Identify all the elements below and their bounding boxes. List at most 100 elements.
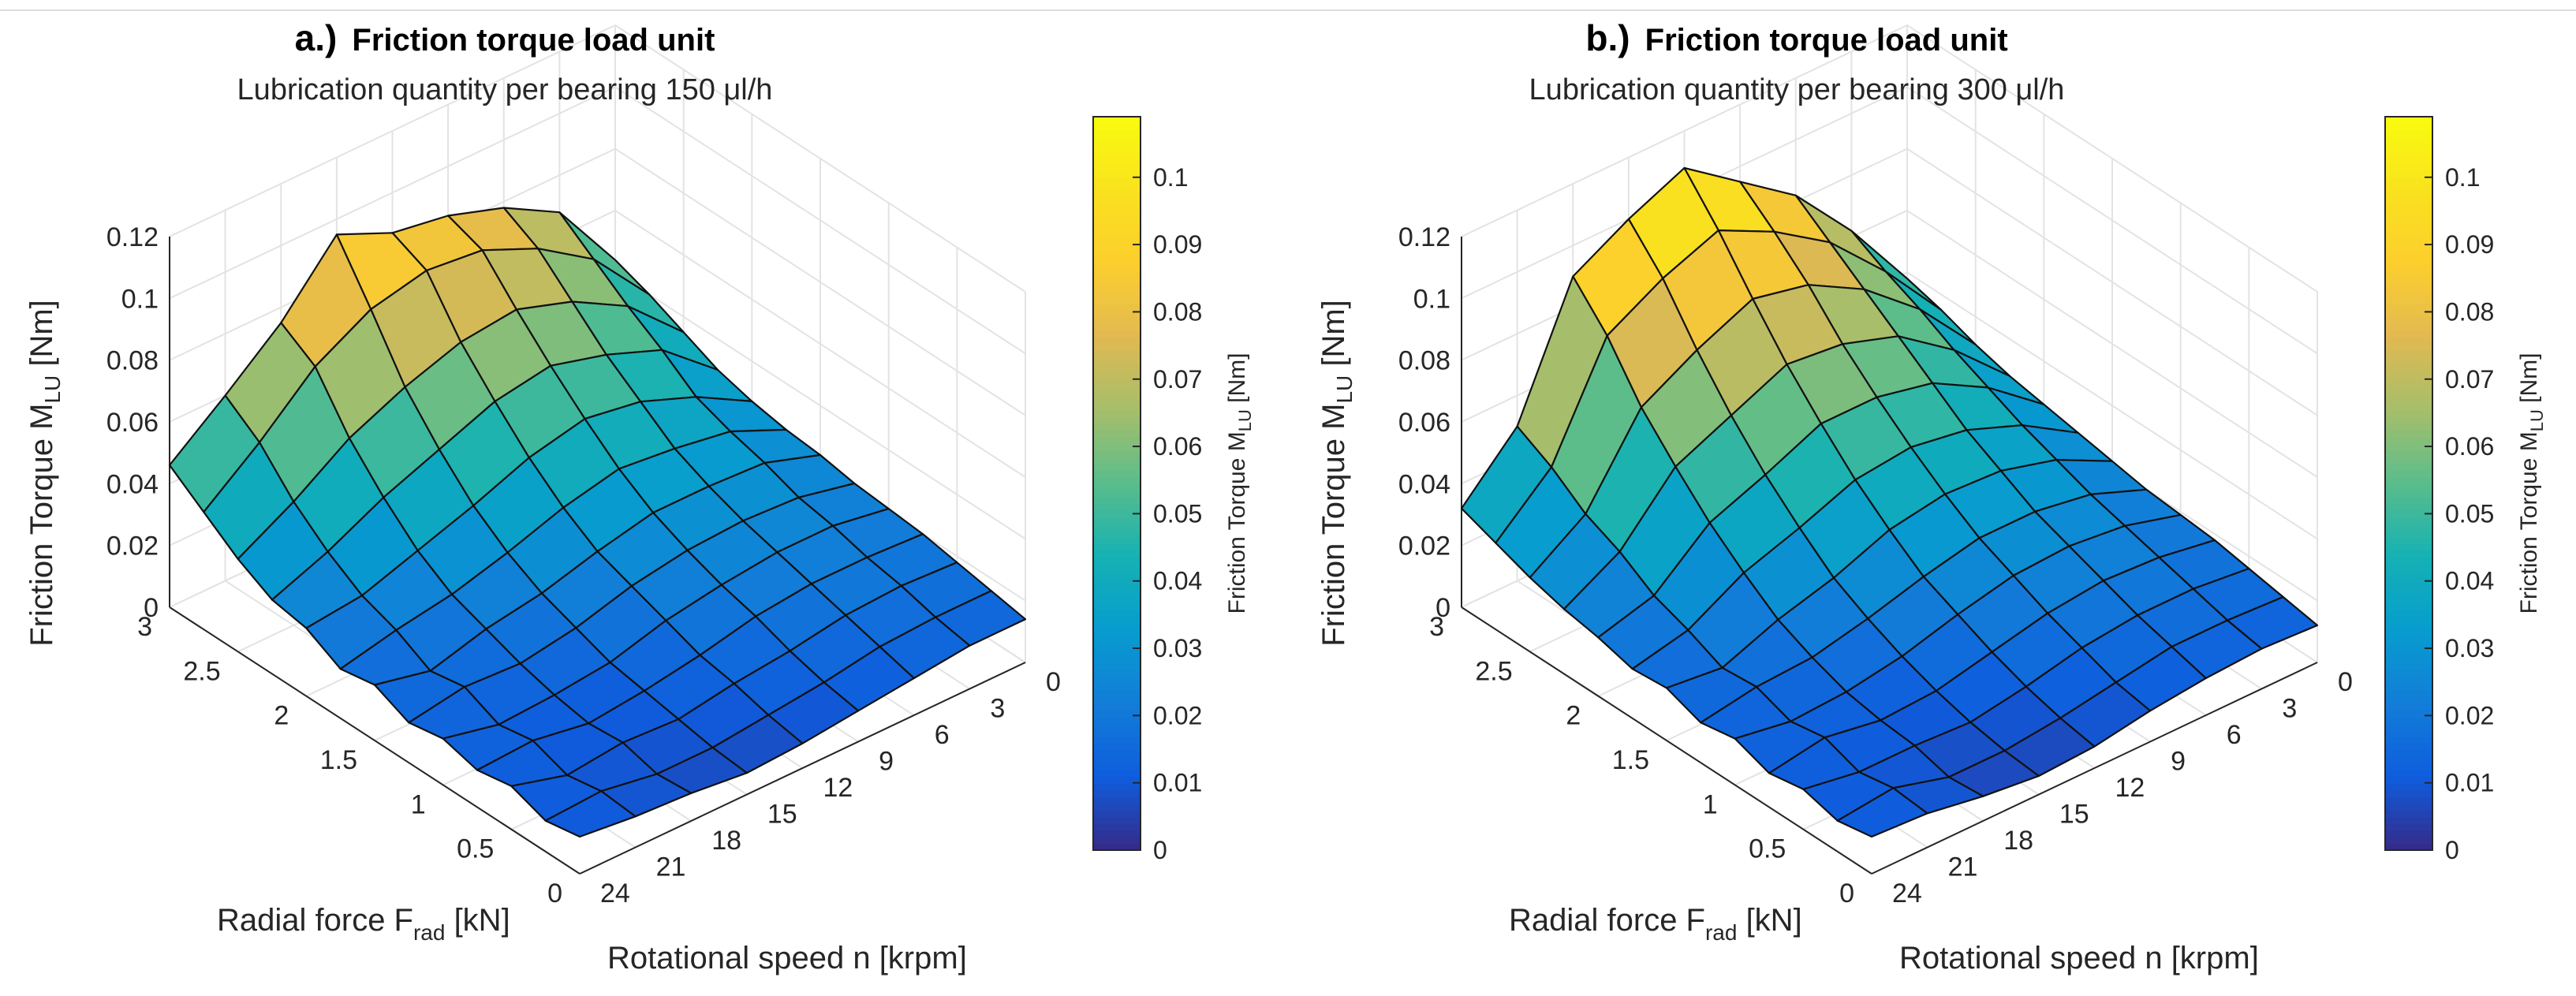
speed-tick-label: 15 xyxy=(2059,800,2089,830)
colorbar-segment xyxy=(2385,123,2432,131)
colorbar-segment xyxy=(1093,150,1141,158)
colorbar-segment xyxy=(1093,803,1141,811)
colorbar-segment xyxy=(1093,476,1141,484)
speed-tick-label: 18 xyxy=(711,826,741,856)
colorbar-segment xyxy=(2385,463,2432,471)
colorbar-segment xyxy=(2385,403,2432,411)
colorbar-segment xyxy=(2385,630,2432,638)
colorbar-segment xyxy=(1093,276,1141,285)
colorbar-segment xyxy=(1093,737,1141,744)
z-axis-label-unit: [Nm] xyxy=(24,300,59,375)
colorbar-segment xyxy=(1093,237,1141,244)
colorbar-segment xyxy=(2385,716,2432,725)
colorbar-segment xyxy=(1093,783,1141,791)
z-axis-label-sub: LU xyxy=(40,375,65,404)
colorbar-segment xyxy=(2385,423,2432,431)
colorbar-tick-label: 0.06 xyxy=(1153,432,1202,461)
colorbar-segment xyxy=(1093,229,1141,237)
colorbar-segment xyxy=(2385,596,2432,604)
colorbar-segment xyxy=(2385,170,2432,177)
colorbar-segment xyxy=(2385,530,2432,538)
z-axis-label-main: Friction Torque M xyxy=(24,404,59,647)
colorbar-segment xyxy=(1093,816,1141,824)
colorbar-segment xyxy=(1093,210,1141,218)
colorbar-tick-label: 0.03 xyxy=(1153,634,1202,662)
speed-tick-label: 24 xyxy=(600,878,630,908)
colorbar-segment xyxy=(1093,517,1141,524)
surface xyxy=(1460,166,2319,838)
colorbar-segment xyxy=(2385,416,2432,424)
speed-tick-label: 3 xyxy=(990,694,1005,724)
colorbar-segment xyxy=(2385,710,2432,718)
colorbar-segment xyxy=(1093,490,1141,498)
colorbar-segment xyxy=(2385,177,2432,185)
colorbar-segment xyxy=(1093,530,1141,538)
colorbar-segment xyxy=(2385,270,2432,278)
colorbar-segment xyxy=(1093,397,1141,405)
force-tick-label: 3 xyxy=(137,612,152,642)
panel-label: b.) xyxy=(1585,17,1630,58)
colorbar-segment xyxy=(1093,636,1141,644)
colorbar-segment xyxy=(1093,183,1141,191)
colorbar-tick-label: 0 xyxy=(1153,836,1167,864)
colorbar-segment xyxy=(2385,216,2432,225)
colorbar-segment xyxy=(1093,569,1141,578)
colorbar-segment xyxy=(1093,356,1141,364)
colorbar-segment xyxy=(2385,183,2432,191)
colorbar-segment xyxy=(2385,330,2432,338)
colorbar-segment xyxy=(1093,823,1141,831)
colorbar-segment xyxy=(1093,716,1141,725)
speed-tick-label: 9 xyxy=(879,747,894,777)
colorbar-tick-label: 0.01 xyxy=(2445,769,2494,797)
colorbar-segment xyxy=(1093,843,1141,851)
colorbar-segment xyxy=(2385,476,2432,484)
force-axis-label-unit: [kN] xyxy=(1737,903,1801,938)
force-axis-label-unit: [kN] xyxy=(445,903,510,938)
colorbar-segment xyxy=(2385,276,2432,285)
colorbar-segment xyxy=(2385,810,2432,818)
colorbar-label: Friction Torque MLU [Nm] xyxy=(1224,353,1255,614)
colorbar-segment xyxy=(2385,816,2432,824)
colorbar-label-main: Friction Torque M xyxy=(2516,431,2542,614)
colorbar-segment xyxy=(2385,163,2432,171)
colorbar-segment xyxy=(1093,810,1141,818)
colorbar-segment xyxy=(1093,677,1141,685)
colorbar-segment xyxy=(2385,256,2432,264)
z-tick-label: 0.02 xyxy=(1398,532,1450,561)
colorbar-segment xyxy=(2385,229,2432,237)
colorbar-segment xyxy=(1093,650,1141,658)
colorbar-segment xyxy=(2385,356,2432,364)
colorbar-tick-label: 0.04 xyxy=(1153,567,1202,595)
speed-tick-label: 0 xyxy=(2338,667,2353,697)
colorbar-segment xyxy=(2385,503,2432,511)
colorbar-label: Friction Torque MLU [Nm] xyxy=(2516,353,2547,614)
colorbar-segment xyxy=(1093,216,1141,225)
colorbar-segment xyxy=(1093,683,1141,691)
colorbar-segment xyxy=(1093,289,1141,298)
surface xyxy=(168,207,1027,838)
force-tick-label: 2 xyxy=(1566,701,1581,731)
colorbar-segment xyxy=(2385,390,2432,397)
speed-tick-label: 18 xyxy=(2003,826,2033,856)
z-gridline xyxy=(1461,24,2318,293)
speed-tick-label: 0 xyxy=(1046,667,1061,697)
colorbar-segment xyxy=(1093,470,1141,478)
colorbar-segment xyxy=(2385,470,2432,478)
colorbar-segment xyxy=(1093,729,1141,738)
colorbar-segment xyxy=(2385,563,2432,571)
colorbar-segment xyxy=(2385,237,2432,244)
colorbar-frame xyxy=(2384,116,2433,851)
colorbar-segment xyxy=(2385,210,2432,218)
surface-facet xyxy=(544,790,637,838)
colorbar-segment xyxy=(1093,416,1141,424)
force-axis-label-main: Radial force F xyxy=(1509,903,1705,938)
force-tick-label: 0 xyxy=(1839,878,1854,908)
colorbar-segment xyxy=(1093,756,1141,764)
colorbar-segment xyxy=(1093,837,1141,845)
panel-label: a.) xyxy=(295,17,338,58)
speed-tick-label: 12 xyxy=(2115,773,2145,803)
colorbar-segment xyxy=(1093,563,1141,571)
colorbar-segment xyxy=(2385,569,2432,578)
colorbar-segment xyxy=(1093,263,1141,271)
